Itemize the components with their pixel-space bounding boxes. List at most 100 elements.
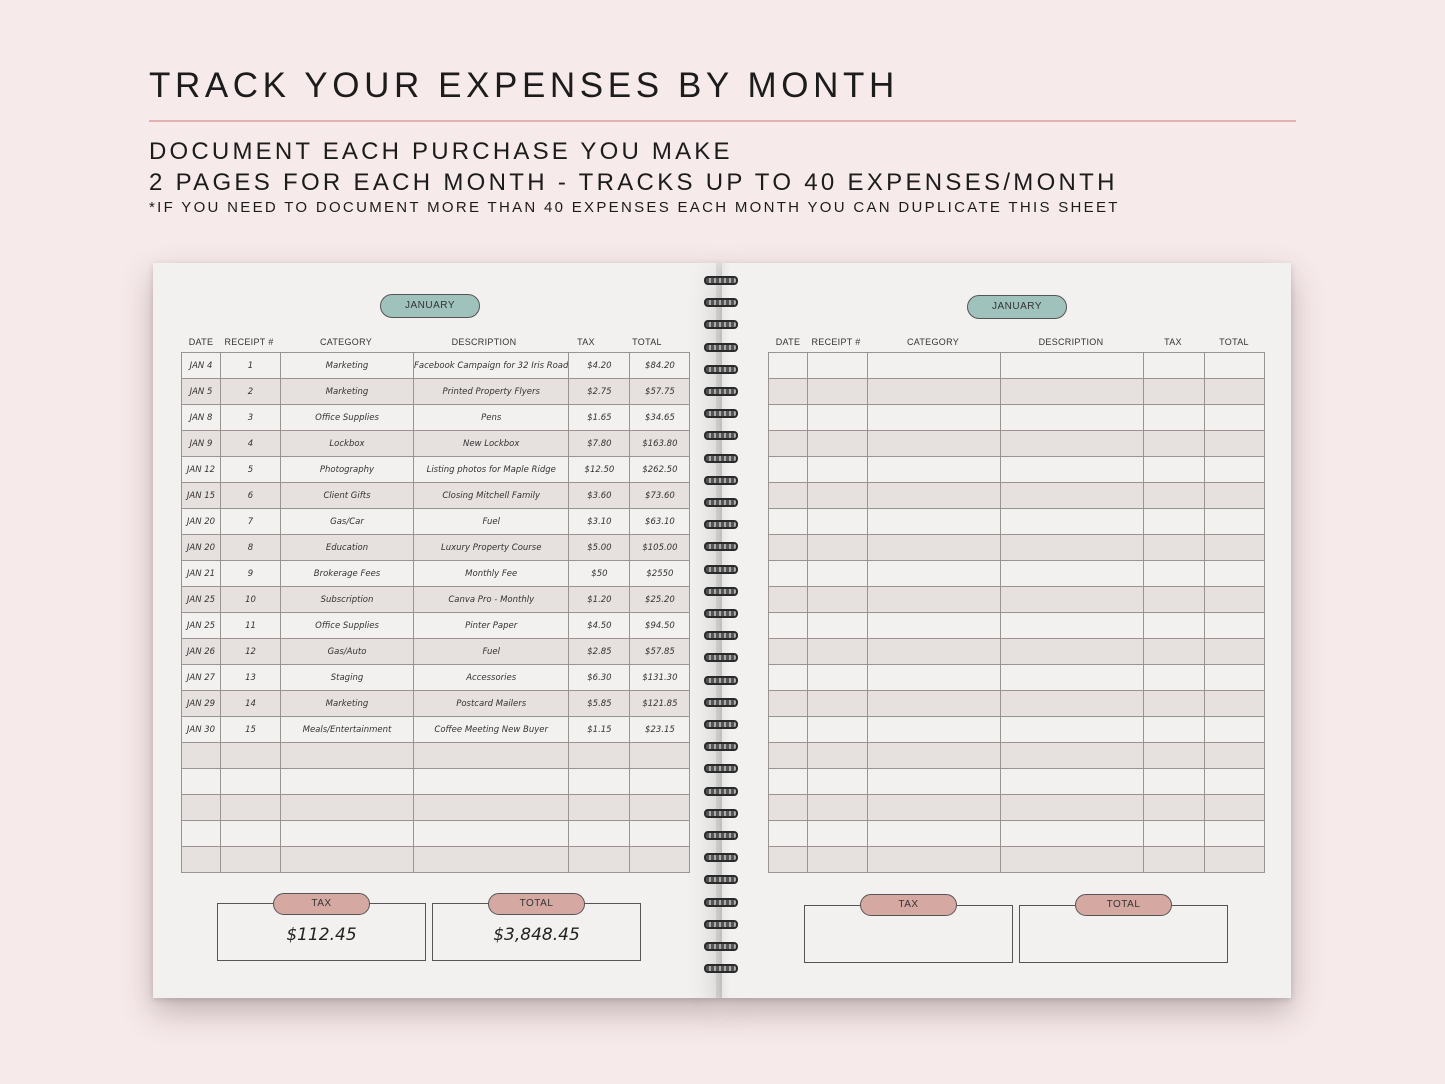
table-cell[interactable] xyxy=(1000,820,1144,847)
table-cell[interactable] xyxy=(220,794,281,821)
table-cell[interactable]: Canva Pro - Monthly xyxy=(412,586,570,613)
table-cell[interactable] xyxy=(1143,742,1205,769)
table-cell[interactable]: $2550 xyxy=(629,560,691,587)
table-cell[interactable]: Subscription xyxy=(280,586,414,613)
table-cell[interactable]: $1.20 xyxy=(568,586,631,613)
table-cell[interactable] xyxy=(807,664,868,691)
table-cell[interactable] xyxy=(181,742,221,769)
table-cell[interactable]: 9 xyxy=(220,560,281,587)
table-cell[interactable]: JAN 12 xyxy=(181,456,221,483)
table-cell[interactable]: JAN 15 xyxy=(181,482,221,509)
table-cell[interactable] xyxy=(280,794,414,821)
table-cell[interactable] xyxy=(220,846,281,873)
table-cell[interactable]: JAN 26 xyxy=(181,638,221,665)
table-cell[interactable]: Gas/Auto xyxy=(280,638,414,665)
table-cell[interactable] xyxy=(1000,742,1144,769)
table-cell[interactable] xyxy=(1000,612,1144,639)
table-cell[interactable] xyxy=(1000,846,1144,873)
table-cell[interactable] xyxy=(1143,664,1205,691)
table-cell[interactable]: $12.50 xyxy=(568,456,631,483)
table-cell[interactable] xyxy=(768,716,808,743)
table-cell[interactable] xyxy=(768,690,808,717)
table-cell[interactable] xyxy=(1000,794,1144,821)
table-cell[interactable] xyxy=(867,664,1001,691)
table-cell[interactable]: Fuel xyxy=(412,638,570,665)
table-cell[interactable] xyxy=(768,768,808,795)
table-cell[interactable]: $50 xyxy=(568,560,631,587)
table-cell[interactable]: JAN 21 xyxy=(181,560,221,587)
table-cell[interactable] xyxy=(867,846,1001,873)
table-cell[interactable]: Coffee Meeting New Buyer xyxy=(412,716,570,743)
table-cell[interactable] xyxy=(220,820,281,847)
table-cell[interactable] xyxy=(768,664,808,691)
table-cell[interactable]: $94.50 xyxy=(629,612,691,639)
table-cell[interactable] xyxy=(807,586,868,613)
table-cell[interactable]: Marketing xyxy=(280,352,414,379)
table-cell[interactable] xyxy=(867,404,1001,431)
table-cell[interactable]: New Lockbox xyxy=(412,430,570,457)
table-cell[interactable]: $63.10 xyxy=(629,508,691,535)
table-cell[interactable]: Education xyxy=(280,534,414,561)
table-cell[interactable]: Fuel xyxy=(412,508,570,535)
table-cell[interactable] xyxy=(1204,794,1265,821)
table-cell[interactable] xyxy=(807,456,868,483)
table-cell[interactable]: Pinter Paper xyxy=(412,612,570,639)
table-cell[interactable]: JAN 9 xyxy=(181,430,221,457)
table-cell[interactable]: Office Supplies xyxy=(280,404,414,431)
table-cell[interactable]: Photography xyxy=(280,456,414,483)
table-cell[interactable] xyxy=(1204,846,1265,873)
table-cell[interactable] xyxy=(629,846,691,873)
table-cell[interactable]: Accessories xyxy=(412,664,570,691)
table-cell[interactable] xyxy=(181,794,221,821)
table-cell[interactable] xyxy=(280,768,414,795)
table-cell[interactable]: 14 xyxy=(220,690,281,717)
table-cell[interactable] xyxy=(280,742,414,769)
table-cell[interactable] xyxy=(867,612,1001,639)
table-cell[interactable] xyxy=(1000,716,1144,743)
table-cell[interactable]: $73.60 xyxy=(629,482,691,509)
table-cell[interactable] xyxy=(768,820,808,847)
table-cell[interactable] xyxy=(867,560,1001,587)
table-cell[interactable] xyxy=(807,430,868,457)
table-cell[interactable] xyxy=(629,794,691,821)
table-cell[interactable]: JAN 8 xyxy=(181,404,221,431)
table-cell[interactable]: 4 xyxy=(220,430,281,457)
table-cell[interactable] xyxy=(867,508,1001,535)
table-cell[interactable] xyxy=(1204,820,1265,847)
table-cell[interactable] xyxy=(807,690,868,717)
table-cell[interactable] xyxy=(1143,586,1205,613)
table-cell[interactable] xyxy=(1143,794,1205,821)
table-cell[interactable] xyxy=(867,586,1001,613)
table-cell[interactable] xyxy=(1000,638,1144,665)
table-cell[interactable] xyxy=(568,794,631,821)
table-cell[interactable] xyxy=(1000,430,1144,457)
table-cell[interactable] xyxy=(807,716,868,743)
table-cell[interactable] xyxy=(1143,846,1205,873)
table-cell[interactable]: $121.85 xyxy=(629,690,691,717)
table-cell[interactable]: 11 xyxy=(220,612,281,639)
table-cell[interactable]: Listing photos for Maple Ridge xyxy=(412,456,570,483)
table-cell[interactable] xyxy=(807,560,868,587)
table-cell[interactable] xyxy=(807,482,868,509)
table-cell[interactable]: $3.60 xyxy=(568,482,631,509)
table-cell[interactable] xyxy=(867,534,1001,561)
table-cell[interactable]: $7.80 xyxy=(568,430,631,457)
table-cell[interactable] xyxy=(181,846,221,873)
table-cell[interactable]: 7 xyxy=(220,508,281,535)
table-cell[interactable] xyxy=(807,352,868,379)
table-cell[interactable]: 2 xyxy=(220,378,281,405)
table-cell[interactable]: JAN 20 xyxy=(181,534,221,561)
table-cell[interactable]: $2.75 xyxy=(568,378,631,405)
table-cell[interactable] xyxy=(1204,508,1265,535)
table-cell[interactable] xyxy=(768,508,808,535)
table-cell[interactable] xyxy=(1143,638,1205,665)
table-cell[interactable] xyxy=(412,742,570,769)
table-cell[interactable] xyxy=(1204,352,1265,379)
table-cell[interactable]: $1.65 xyxy=(568,404,631,431)
table-cell[interactable]: Facebook Campaign for 32 Iris Road xyxy=(412,352,570,379)
table-cell[interactable] xyxy=(768,742,808,769)
table-cell[interactable] xyxy=(1143,716,1205,743)
table-cell[interactable] xyxy=(1143,456,1205,483)
table-cell[interactable] xyxy=(807,378,868,405)
table-cell[interactable] xyxy=(807,846,868,873)
